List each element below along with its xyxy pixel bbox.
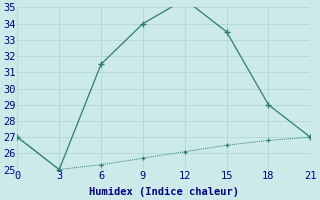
X-axis label: Humidex (Indice chaleur): Humidex (Indice chaleur) xyxy=(89,186,239,197)
